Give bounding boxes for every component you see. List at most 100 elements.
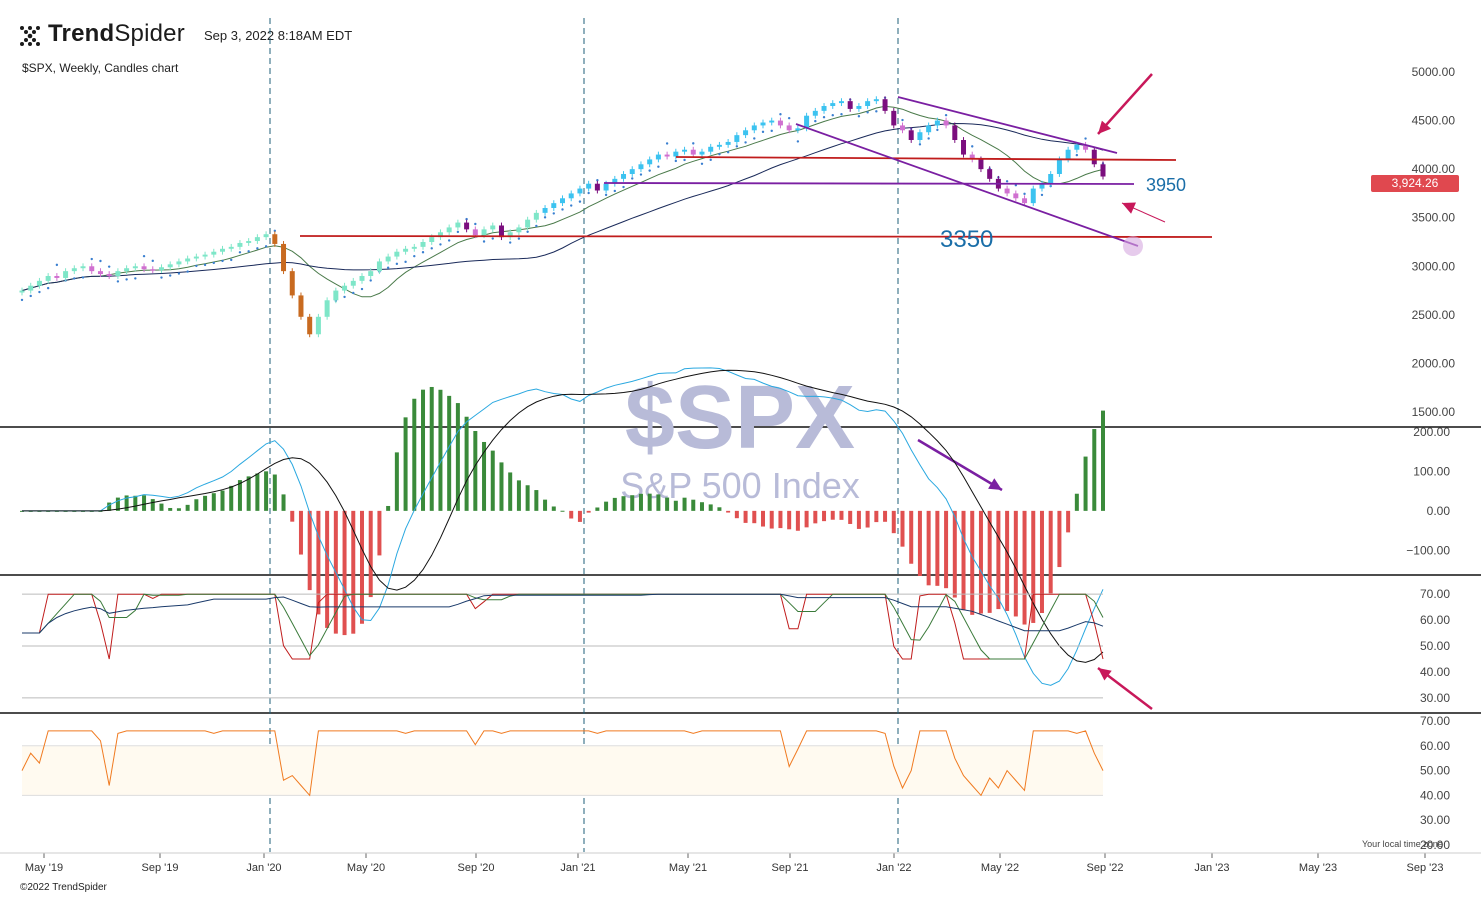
psar-dot xyxy=(526,230,529,233)
candle-body xyxy=(472,229,478,236)
macd-histogram-bar xyxy=(717,507,722,511)
macd-histogram-bar xyxy=(351,510,356,634)
macd-histogram-bar xyxy=(1022,510,1027,625)
candle-body xyxy=(333,290,339,301)
macd-histogram-bar xyxy=(176,508,181,511)
psar-dot xyxy=(517,237,521,240)
candle-body xyxy=(629,169,635,174)
candle-body xyxy=(193,256,199,259)
copyright: ©2022 TrendSpider xyxy=(20,882,107,893)
macd-histogram-bar xyxy=(1013,510,1018,617)
macd-histogram-bar xyxy=(368,510,373,598)
psar-dot xyxy=(927,137,930,140)
psar-dot xyxy=(1005,180,1009,183)
psar-dot xyxy=(604,193,608,197)
candle-body xyxy=(71,268,77,272)
psar-dot xyxy=(169,274,172,277)
psar-dot xyxy=(944,113,948,117)
osc-axis-tick: 50.00 xyxy=(1420,764,1450,778)
psar-dot xyxy=(561,208,564,211)
osc-band xyxy=(22,745,1103,796)
candle-body xyxy=(429,237,435,242)
macd-histogram-bar xyxy=(1005,510,1010,611)
psar-dot xyxy=(395,262,399,266)
candle-body xyxy=(769,120,775,123)
macd-histogram-bar xyxy=(970,510,975,615)
macd-histogram-bar xyxy=(211,493,216,511)
x-axis-tick: Jan '20 xyxy=(246,862,281,874)
candle-body xyxy=(289,271,295,296)
arrow-price-top-shaft xyxy=(1097,73,1153,135)
macd-histogram-bar xyxy=(298,510,303,555)
psar-dot xyxy=(177,272,181,275)
macd-histogram-bar xyxy=(534,490,539,511)
timestamp: Sep 3, 2022 8:18AM EDT xyxy=(204,28,353,43)
candle-body xyxy=(690,149,696,155)
candle-body xyxy=(987,169,993,179)
candle-body xyxy=(281,243,287,272)
psar-dot xyxy=(657,165,660,168)
candle-body xyxy=(307,316,313,335)
arrow-price-top-head xyxy=(1098,120,1111,134)
candle-body xyxy=(359,276,365,281)
macd-histogram-bar xyxy=(194,499,199,511)
candle-body xyxy=(795,128,801,131)
rsi-average-line xyxy=(22,593,1104,634)
macd-histogram-bar xyxy=(525,485,530,511)
psar-dot xyxy=(99,259,102,263)
macd-histogram-bar xyxy=(778,510,783,529)
psar-dot xyxy=(508,241,512,244)
candle-body xyxy=(36,280,42,286)
brand-name: TrendSpider xyxy=(48,20,185,48)
candle-body xyxy=(786,125,792,131)
psar-dot xyxy=(230,258,233,262)
macd-histogram-bar xyxy=(272,474,277,511)
psar-dot xyxy=(1084,137,1087,140)
macd-histogram-bar xyxy=(508,472,513,511)
macd-histogram-bar xyxy=(708,504,713,511)
psar-dot xyxy=(578,200,582,203)
candle-body xyxy=(734,135,740,142)
osc-axis-tick: 70.00 xyxy=(1420,714,1450,728)
trendspider-logo-icon xyxy=(20,26,40,46)
macd-histogram-bar xyxy=(482,441,487,511)
candle-body xyxy=(969,154,975,160)
macd-histogram-bar xyxy=(734,510,739,519)
psar-dot xyxy=(474,222,477,226)
psar-dot xyxy=(369,279,372,282)
candle-body xyxy=(176,261,182,265)
x-axis-tick: Sep '23 xyxy=(1407,862,1444,874)
macd-histogram-bar xyxy=(203,495,208,511)
psar-dot xyxy=(125,278,128,281)
macd-histogram-bar xyxy=(961,510,966,611)
macd-axis-tick: 100.00 xyxy=(1413,464,1450,478)
psar-dot xyxy=(700,162,704,165)
macd-histogram-bar xyxy=(604,501,609,511)
psar-dot xyxy=(631,177,634,180)
macd-histogram-bar xyxy=(264,471,269,511)
x-axis-tick: May '22 xyxy=(981,862,1019,874)
rsi-axis-tick: 70.00 xyxy=(1420,587,1450,601)
candle-body xyxy=(228,246,234,249)
moving-average-slow xyxy=(21,122,1104,292)
candle-body xyxy=(97,271,103,275)
candle-body xyxy=(376,261,382,272)
x-axis-tick: May '20 xyxy=(347,862,385,874)
macd-histogram-bar xyxy=(115,497,120,511)
macd-histogram-bar xyxy=(996,510,1001,610)
macd-histogram-bar xyxy=(769,510,774,529)
candle-body xyxy=(63,271,69,278)
psar-dot xyxy=(857,115,861,118)
psar-dot xyxy=(195,264,198,268)
candle-body xyxy=(80,266,86,269)
psar-dot xyxy=(570,204,573,207)
candle-body xyxy=(603,183,609,191)
candle-body xyxy=(891,110,897,126)
macd-histogram-bar xyxy=(1083,456,1088,511)
macd-histogram-bar xyxy=(133,495,138,511)
psar-dot xyxy=(866,111,869,114)
macd-histogram-bar xyxy=(1066,510,1071,533)
moving-average-fast xyxy=(21,105,1104,298)
